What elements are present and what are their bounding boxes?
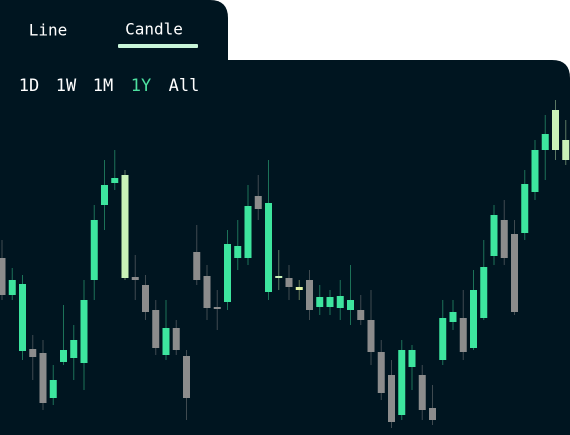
candle-body [49, 380, 57, 398]
candle-body [511, 234, 518, 312]
candle-body [429, 408, 436, 420]
candle-body [306, 280, 313, 310]
candle-body [90, 220, 98, 280]
candle-body [449, 312, 457, 322]
candle-body [152, 310, 160, 348]
range-button[interactable]: 1M [93, 76, 113, 96]
candle-body [552, 110, 559, 150]
candle-body [295, 287, 303, 290]
candle-body [111, 178, 119, 183]
candle-body [183, 356, 190, 398]
candle-body [418, 375, 426, 410]
candle-body [244, 206, 252, 258]
candle-body [377, 352, 385, 393]
candle-body [408, 350, 416, 367]
candle-body [29, 349, 37, 357]
chart-panel [0, 60, 570, 435]
candle-body [8, 280, 16, 295]
candle-body [162, 328, 170, 355]
candle-body [203, 276, 211, 308]
candle-body [480, 267, 488, 318]
candle-body [234, 246, 242, 258]
candle-body [193, 252, 201, 280]
candle-body [541, 134, 549, 150]
candle-body [490, 215, 498, 256]
candle-body [285, 278, 293, 287]
tab[interactable]: Line [29, 21, 68, 40]
candle-body [357, 310, 365, 320]
candle-body [388, 375, 395, 422]
candle-body [172, 328, 180, 350]
candle-body [131, 277, 139, 280]
candle-body [316, 297, 324, 307]
candle-body [121, 175, 129, 278]
candle-body [142, 285, 149, 312]
candle-body [70, 340, 78, 358]
candle-body [60, 350, 67, 362]
candle-body [224, 244, 231, 302]
tab-underline [118, 44, 198, 48]
candle-body [19, 284, 26, 351]
candle-body [500, 220, 508, 258]
candle-body [398, 350, 406, 415]
candle-body [80, 300, 88, 363]
candle-body [213, 307, 221, 309]
range-button[interactable]: 1D [19, 76, 39, 96]
range-button[interactable]: All [169, 76, 200, 96]
range-button[interactable]: 1W [56, 76, 77, 96]
candle-body [347, 300, 354, 310]
candle-body [470, 290, 477, 348]
candle-body [562, 140, 570, 160]
candle-body [101, 185, 108, 205]
candles [0, 100, 570, 428]
candle-body [531, 150, 539, 192]
candle-body [326, 297, 334, 307]
tab-active[interactable]: Candle [125, 20, 183, 39]
range-button-active[interactable]: 1Y [131, 76, 151, 96]
candle-body [275, 276, 283, 278]
candle-body [459, 318, 467, 352]
candle-body [521, 184, 529, 233]
candle-body [336, 296, 344, 308]
candle-body [265, 203, 272, 292]
candle-body [0, 258, 6, 295]
candle-body [254, 196, 262, 209]
candle-body [439, 318, 447, 360]
candle-body [367, 320, 375, 352]
candle-body [39, 353, 47, 403]
